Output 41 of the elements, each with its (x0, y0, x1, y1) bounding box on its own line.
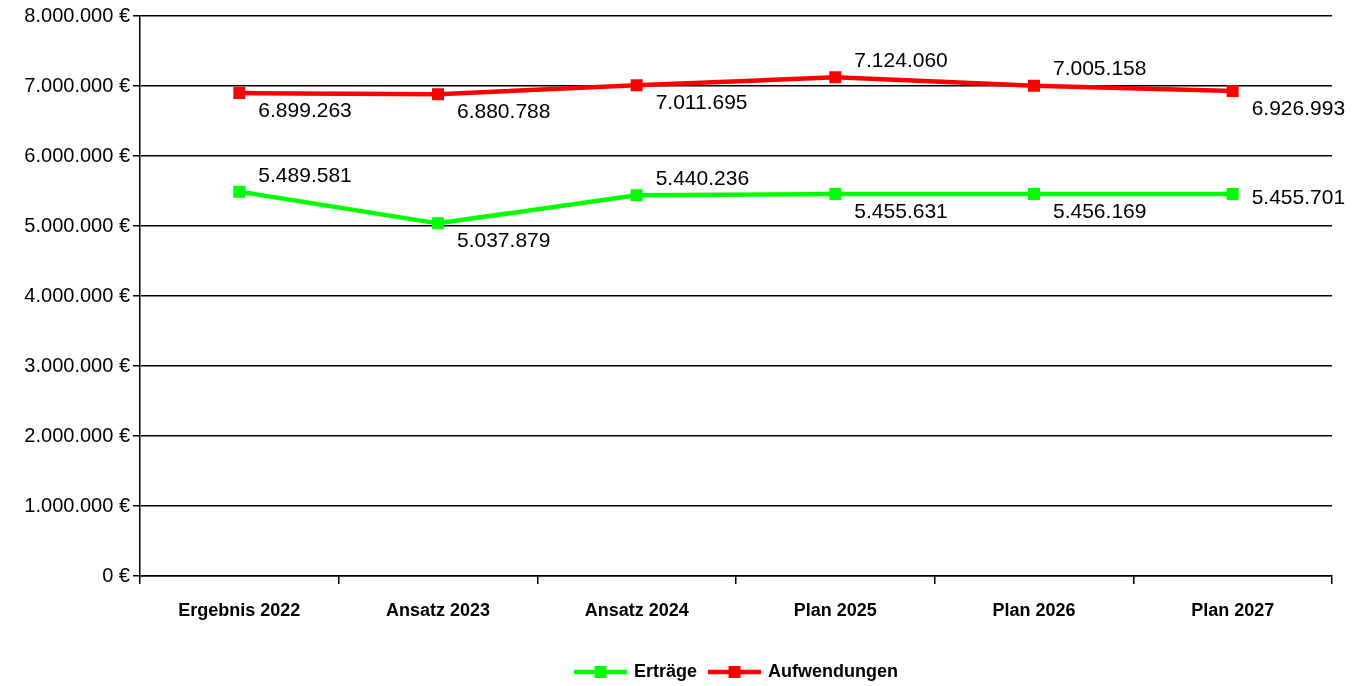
point (1226, 188, 1239, 201)
x-tick-label: Plan 2025 (793, 599, 877, 620)
data-label: 7.011.695 (655, 89, 748, 113)
data-label: 5.489.581 (258, 162, 352, 186)
point (431, 217, 445, 230)
data-label: 6.926.993 (1251, 95, 1346, 119)
point (630, 189, 643, 202)
data-label: 5.455.631 (854, 198, 948, 222)
point (1226, 85, 1239, 98)
x-tick-label: Plan 2026 (992, 599, 1076, 620)
point (233, 87, 246, 100)
x-tick-label: Ansatz 2024 (584, 599, 689, 620)
y-tick-label: 1.000.000 € (24, 493, 130, 516)
point (1027, 188, 1041, 201)
y-tick-label: 0 € (102, 563, 130, 586)
y-tick-label: 3.000.000 € (24, 353, 130, 376)
point (829, 188, 842, 201)
y-tick-label: 2.000.000 € (24, 423, 130, 446)
x-tick-label: Plan 2027 (1191, 599, 1275, 620)
y-tick-label: 4.000.000 € (24, 283, 130, 306)
legend-label: Erträge (634, 660, 698, 681)
data-label: 6.880.788 (457, 99, 551, 123)
y-tick-label: 7.000.000 € (24, 73, 130, 96)
point (233, 185, 246, 198)
point (1027, 79, 1041, 92)
data-label: 5.455.701 (1251, 184, 1346, 208)
data-label: 5.037.879 (457, 228, 551, 252)
point (431, 88, 445, 101)
y-tick-label: 5.000.000 € (24, 213, 130, 236)
data-label: 6.899.263 (258, 97, 352, 121)
x-tick-label: Ansatz 2023 (385, 599, 491, 620)
data-label: 7.005.158 (1053, 56, 1147, 80)
y-tick-label: 6.000.000 € (24, 143, 130, 166)
point (630, 79, 643, 92)
x-tick-label: Ergebnis 2022 (178, 599, 301, 620)
data-label: 5.456.169 (1053, 198, 1147, 222)
data-label: 7.124.060 (854, 48, 948, 72)
legend-label: Aufwendungen (768, 660, 899, 681)
point (829, 71, 842, 84)
y-tick-label: 8.000.000 € (24, 3, 130, 26)
data-label: 5.440.236 (655, 165, 750, 189)
